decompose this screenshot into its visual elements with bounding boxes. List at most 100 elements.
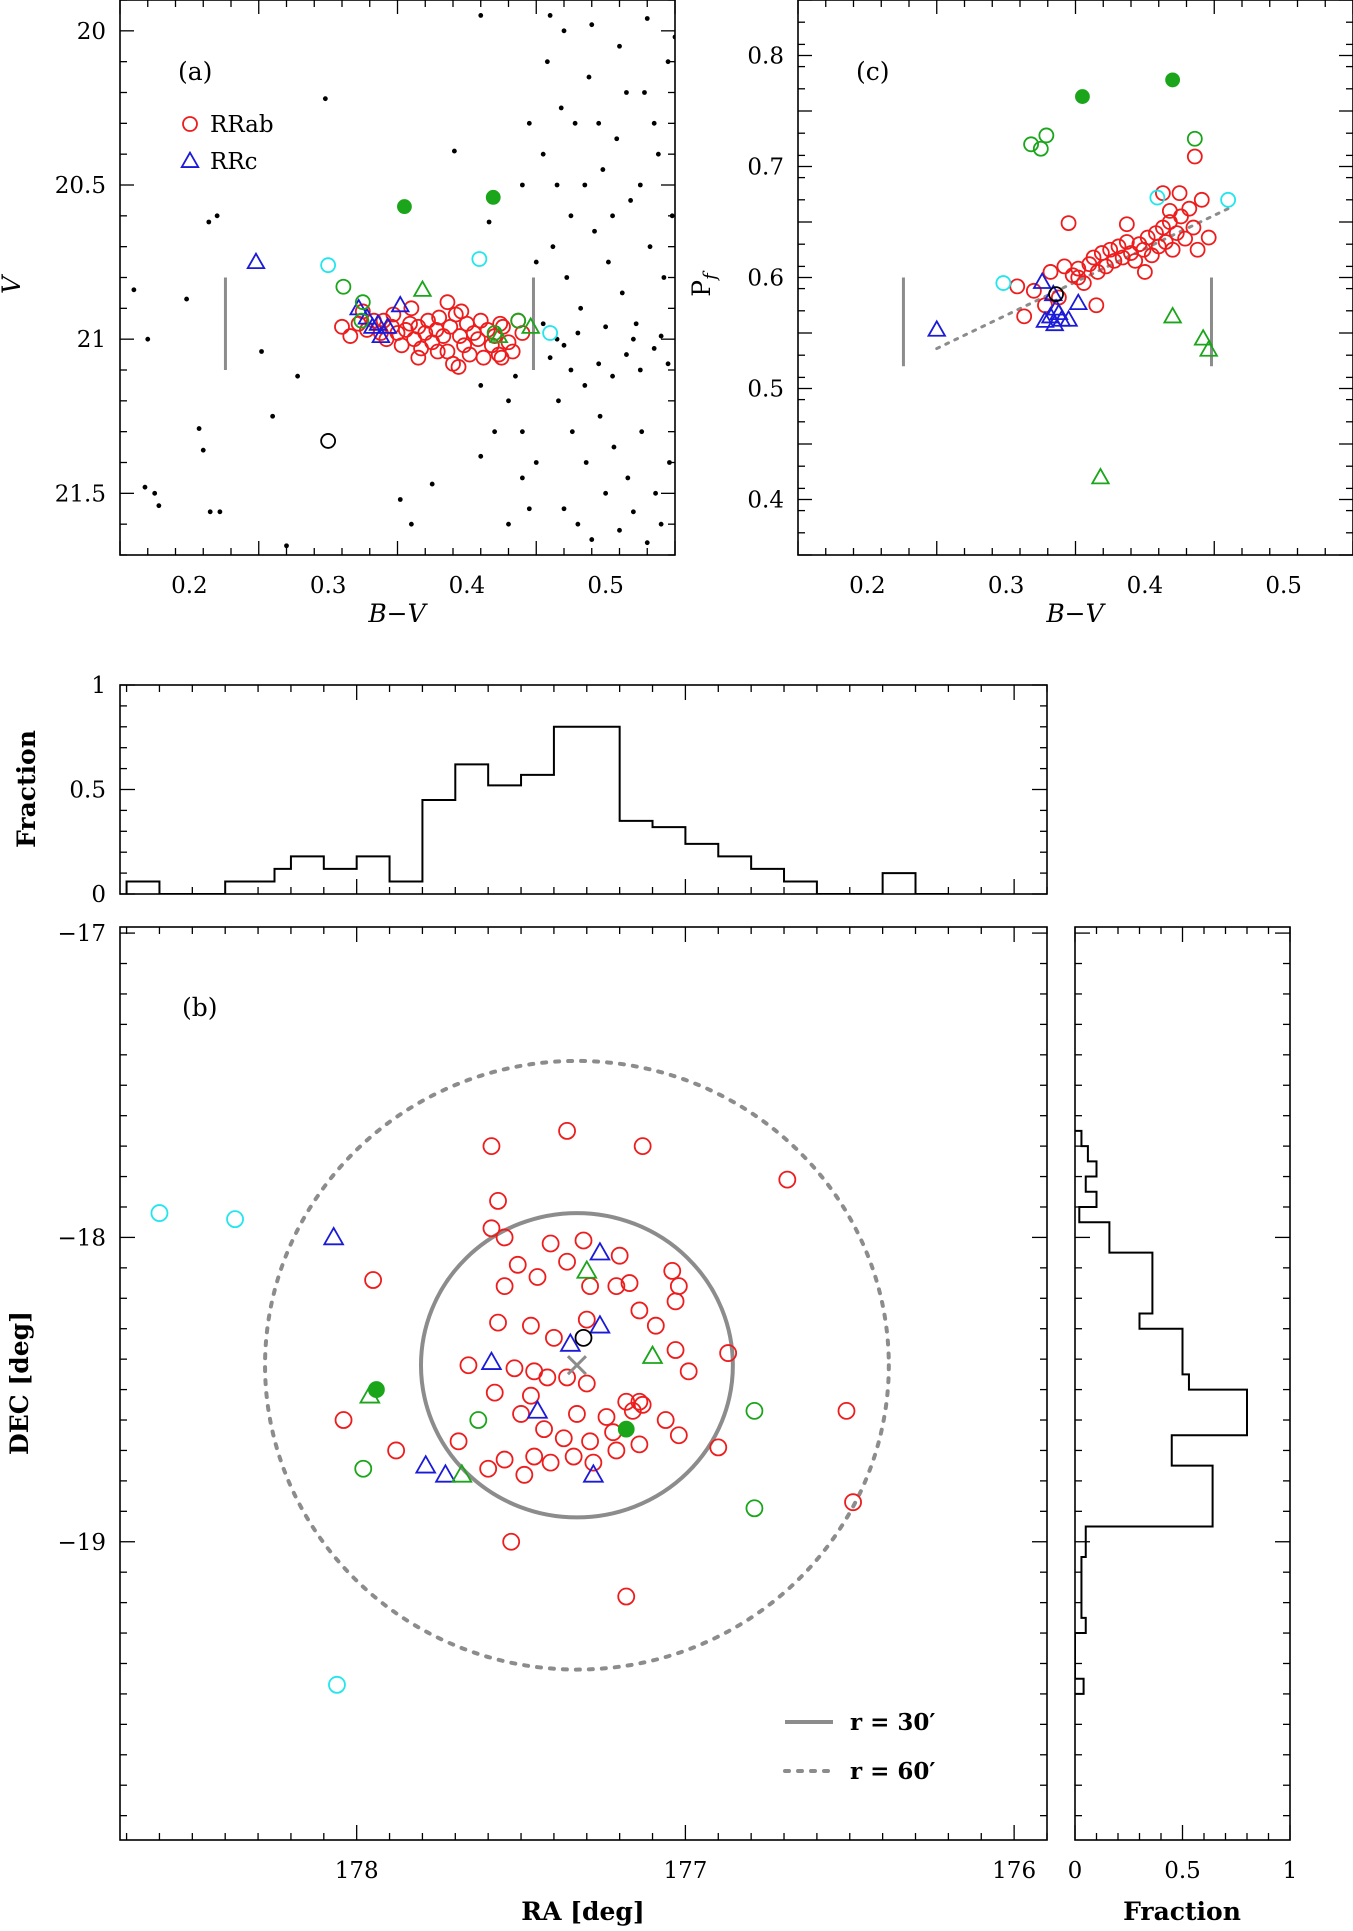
field-star	[429, 481, 435, 487]
green-circle-point	[354, 1459, 373, 1478]
field-star	[617, 43, 622, 49]
field-star	[547, 13, 553, 18]
field-star	[610, 373, 615, 379]
field-star	[582, 182, 588, 188]
rrab-point	[410, 349, 427, 366]
rrab-point	[1189, 241, 1206, 258]
field-star	[526, 506, 532, 512]
green-triangle-point	[1198, 339, 1219, 357]
field-star	[617, 527, 622, 533]
rrc-point	[246, 251, 266, 270]
field-star	[582, 383, 588, 388]
rrab-point	[522, 1316, 540, 1335]
y-tick-label: 0.4	[747, 488, 784, 514]
rrab-point	[1070, 269, 1087, 286]
field-star	[478, 383, 484, 388]
field-star	[614, 136, 620, 142]
rrab-point	[679, 1362, 698, 1381]
green-triangle-point	[1193, 328, 1213, 346]
rrab-point	[630, 1392, 649, 1411]
rrab-point	[1089, 264, 1106, 280]
rrab-point	[1110, 238, 1127, 255]
field-star	[597, 413, 603, 419]
field-star	[295, 373, 300, 379]
field-star	[589, 537, 595, 542]
cyan-point	[150, 1204, 169, 1222]
panel-label: (c)	[856, 57, 890, 86]
rrc-point	[526, 1399, 549, 1419]
field-star	[630, 509, 636, 515]
field-star	[217, 509, 223, 515]
rrab-point	[1106, 252, 1123, 269]
black-circle-point	[1048, 286, 1064, 303]
rrab-point	[719, 1344, 738, 1362]
cyan-point	[1149, 189, 1166, 206]
dec-histogram: 0 0.5 1 Fraction	[1068, 926, 1297, 1926]
field-star	[526, 120, 532, 126]
green-circle-point	[353, 312, 370, 329]
rrc-point	[377, 316, 398, 334]
field-star	[200, 447, 206, 453]
rrab-point	[1193, 191, 1210, 208]
rrab-point	[495, 1228, 514, 1247]
panel-b-sky-map: 178 177 176 −17 −18 −19 RA [deg] DEC [deg] (b) r …	[5, 921, 1048, 1926]
rrab-point	[581, 1432, 599, 1451]
rrab-point	[1093, 245, 1110, 261]
rrab-point	[1118, 216, 1135, 233]
y-tick-label: 0.8	[747, 44, 784, 70]
field-star	[561, 342, 567, 348]
rrc-point	[1032, 271, 1053, 289]
y-tick-label: −17	[57, 921, 106, 947]
field-star	[653, 490, 658, 496]
rrab-point	[522, 1386, 540, 1405]
rrab-point	[512, 1405, 530, 1423]
y-tick-label: 20.5	[55, 173, 106, 199]
rrab-point	[453, 303, 470, 320]
field-star	[651, 120, 657, 126]
x-tick-label: 0.3	[310, 573, 347, 599]
rrab-point	[1102, 241, 1119, 258]
rrab-point	[1200, 229, 1217, 246]
rrab-point	[1139, 229, 1156, 246]
rrab-point	[482, 1137, 501, 1156]
rrab-point	[1098, 258, 1114, 275]
rrab-point	[502, 1532, 521, 1551]
field-star	[259, 349, 264, 354]
field-star	[637, 182, 643, 188]
x-axis-label: Fraction	[1123, 1897, 1241, 1926]
rrab-point	[545, 1328, 563, 1347]
rrab-point	[554, 1429, 573, 1448]
field-star	[637, 367, 643, 373]
x-tick-label: 0.2	[849, 573, 886, 599]
green-filled-point	[368, 1381, 385, 1398]
panel-label: (a)	[178, 57, 212, 86]
green-filled-point	[1165, 72, 1181, 88]
rrab-point	[456, 337, 473, 354]
field-star	[619, 290, 625, 296]
plot-area	[131, 13, 675, 549]
rrab-point	[489, 1192, 507, 1210]
rrab-point	[495, 1450, 514, 1469]
y-tick-label: 1	[91, 673, 106, 699]
rrab-point	[1161, 202, 1178, 219]
cyan-point	[320, 257, 337, 274]
rrab-point	[450, 359, 467, 375]
y-axis-label-sub: f	[700, 270, 721, 282]
plot-area	[150, 1058, 891, 1694]
field-star	[578, 305, 584, 311]
green-circle-point	[1032, 140, 1049, 157]
rrab-point	[633, 1395, 652, 1414]
field-star	[575, 521, 581, 527]
cyan-point	[542, 325, 559, 341]
field-star	[206, 219, 212, 225]
green-circle-point	[354, 294, 371, 311]
plot-area	[1075, 1129, 1248, 1695]
rrab-point	[1085, 249, 1102, 266]
field-star	[519, 182, 525, 188]
rrab-point	[538, 1368, 557, 1387]
field-star	[131, 287, 137, 293]
rrab-point	[1118, 234, 1135, 250]
field-star	[624, 90, 629, 95]
rrab-point	[393, 337, 410, 354]
rrab-point	[429, 343, 446, 360]
